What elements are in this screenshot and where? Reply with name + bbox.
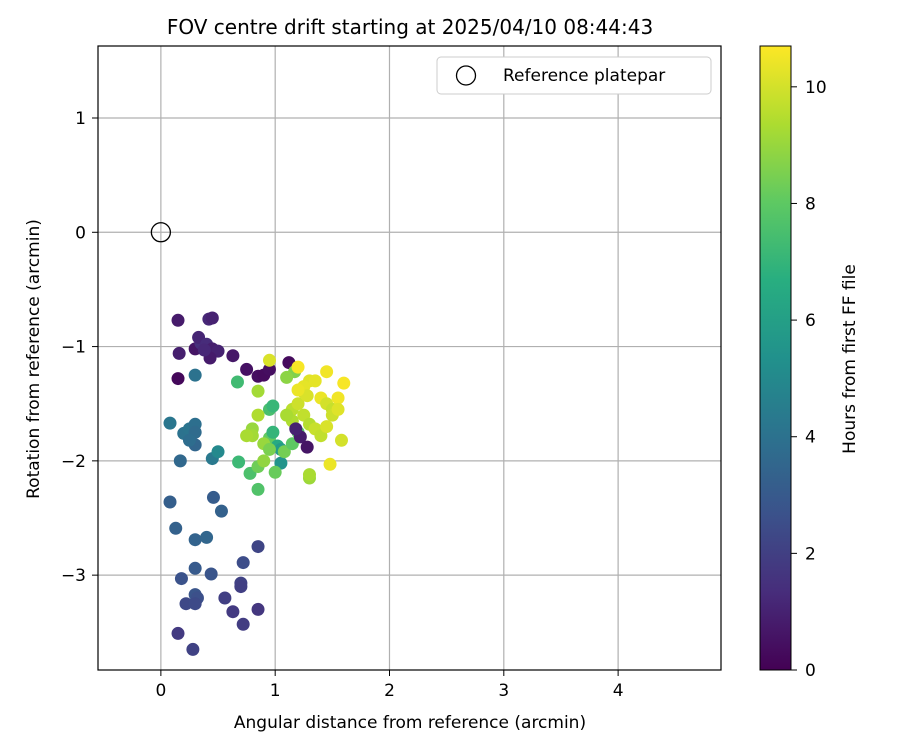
data-point xyxy=(331,402,345,416)
x-tick-label: 3 xyxy=(498,681,509,701)
data-point xyxy=(226,349,240,363)
data-point xyxy=(334,433,348,447)
data-point xyxy=(188,561,202,575)
y-tick-label: −1 xyxy=(61,338,86,358)
data-point xyxy=(291,397,305,411)
data-point xyxy=(171,313,185,327)
data-point xyxy=(188,368,202,382)
y-tick-label: −3 xyxy=(61,566,86,586)
data-point xyxy=(251,602,265,616)
colorbar-gradient xyxy=(759,45,792,671)
data-point xyxy=(289,422,303,436)
plot-frame xyxy=(97,45,722,671)
data-point xyxy=(240,362,254,376)
data-point xyxy=(257,454,271,468)
data-point xyxy=(266,425,280,439)
y-tick-label: −2 xyxy=(61,452,86,472)
data-point xyxy=(266,399,280,413)
y-tick-label: 1 xyxy=(75,109,86,129)
data-point xyxy=(226,605,240,619)
data-point xyxy=(331,391,345,405)
data-point xyxy=(211,445,225,459)
data-point xyxy=(337,376,351,390)
colorbar-label: Hours from first FF file xyxy=(840,264,860,454)
colorbar-tick-label: 4 xyxy=(805,428,816,448)
x-tick-label: 0 xyxy=(155,681,166,701)
data-point xyxy=(308,374,322,388)
data-point xyxy=(251,540,265,554)
data-point xyxy=(320,365,334,379)
data-point xyxy=(174,572,188,586)
data-point xyxy=(251,408,265,422)
y-axis-label: Rotation from reference (arcmin) xyxy=(24,219,44,499)
data-point xyxy=(188,597,202,611)
data-point xyxy=(262,353,276,367)
x-tick-label: 2 xyxy=(384,681,395,701)
x-axis-label: Angular distance from reference (arcmin) xyxy=(234,713,586,733)
x-axis: 0 1 2 3 4 xyxy=(155,670,624,701)
grid xyxy=(98,46,721,670)
legend-box xyxy=(436,56,712,95)
data-points xyxy=(150,222,351,656)
data-point xyxy=(291,360,305,374)
data-point xyxy=(240,429,254,443)
legend: Reference platepar xyxy=(436,56,712,95)
data-point xyxy=(251,482,265,496)
data-point xyxy=(302,468,316,482)
x-tick-label: 1 xyxy=(270,681,281,701)
data-point xyxy=(323,457,337,471)
data-point xyxy=(197,343,211,357)
data-point xyxy=(280,370,294,384)
data-point xyxy=(230,375,244,389)
colorbar-ticks: 0 2 4 6 8 10 xyxy=(791,78,827,681)
data-point xyxy=(179,597,193,611)
data-point xyxy=(277,445,291,459)
reference-platepar-marker xyxy=(150,222,172,243)
data-point xyxy=(172,346,186,360)
colorbar-tick-label: 0 xyxy=(805,661,816,681)
data-point xyxy=(186,642,200,656)
data-point xyxy=(236,556,250,570)
data-point xyxy=(163,416,177,430)
data-point xyxy=(291,383,305,397)
colorbar-tick-label: 6 xyxy=(805,311,816,331)
data-point xyxy=(300,440,314,454)
data-point xyxy=(236,617,250,631)
data-point xyxy=(163,495,177,509)
data-point xyxy=(188,533,202,547)
data-point xyxy=(205,311,219,325)
data-point xyxy=(204,567,218,581)
legend-entry: Reference platepar xyxy=(503,66,665,86)
x-tick-label: 4 xyxy=(613,681,624,701)
colorbar-tick-label: 10 xyxy=(805,78,827,98)
colorbar-tick-label: 8 xyxy=(805,194,816,214)
colorbar: 0 2 4 6 8 10 Hours from first FF file xyxy=(759,45,860,681)
data-point xyxy=(206,490,220,504)
data-point xyxy=(218,591,232,605)
data-point xyxy=(232,455,246,469)
data-point xyxy=(171,626,185,640)
data-point xyxy=(200,530,214,544)
y-tick-label: 0 xyxy=(75,223,86,243)
data-point xyxy=(169,521,183,535)
data-point xyxy=(234,580,248,594)
y-axis: −3 −2 −1 0 1 xyxy=(61,109,98,586)
colorbar-tick-label: 2 xyxy=(805,544,816,564)
legend-marker xyxy=(455,65,477,86)
data-point xyxy=(268,465,282,479)
data-point xyxy=(280,408,294,422)
data-point xyxy=(251,384,265,398)
data-point xyxy=(214,504,228,518)
data-point xyxy=(262,362,276,376)
data-point xyxy=(182,433,196,447)
data-point xyxy=(171,372,185,386)
chart-title: FOV centre drift starting at 2025/04/10 … xyxy=(167,15,653,39)
data-point xyxy=(320,420,334,434)
data-point xyxy=(262,442,276,456)
data-point xyxy=(173,454,187,468)
